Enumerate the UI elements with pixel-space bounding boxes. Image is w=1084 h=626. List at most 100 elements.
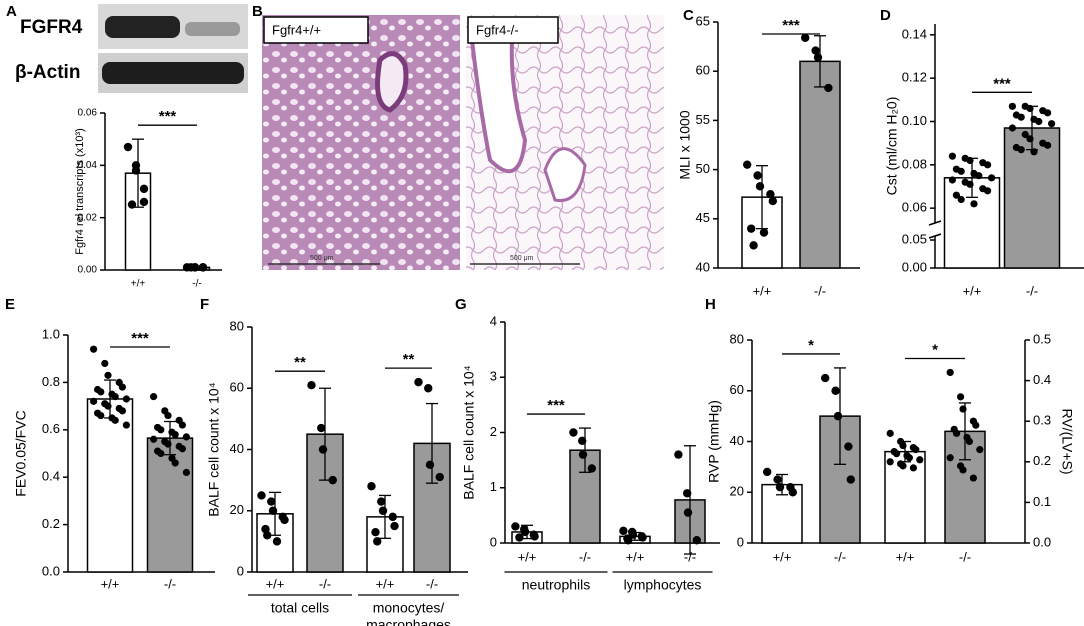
significance-label: *** — [547, 397, 565, 414]
label-box — [467, 16, 559, 44]
x-tick-label: +/+ — [131, 279, 146, 290]
data-point — [1035, 117, 1043, 126]
x-tick-label: -/- — [959, 549, 971, 564]
data-point — [1008, 102, 1017, 110]
panel-letter: D — [880, 7, 891, 24]
scale-label: 500 μm — [510, 255, 534, 262]
data-point — [813, 53, 823, 62]
y-tick-label: 0.1 — [1033, 494, 1051, 509]
data-point — [763, 467, 772, 477]
data-point — [317, 423, 326, 433]
data-point — [948, 176, 957, 184]
data-point — [268, 506, 278, 515]
data-point — [952, 191, 961, 199]
data-point — [267, 497, 276, 506]
data-point — [953, 429, 961, 437]
y-tick-label: 0.00 — [902, 259, 927, 274]
data-point — [118, 407, 126, 415]
y-tick-label: 65 — [696, 13, 710, 28]
y-tick-label: 0.5 — [1033, 331, 1051, 346]
y-tick-label: 20 — [230, 502, 244, 517]
axis-break — [928, 233, 942, 239]
y-tick-label: 3 — [490, 369, 497, 384]
data-point — [683, 508, 693, 517]
data-point — [893, 450, 901, 458]
data-point — [833, 411, 843, 421]
data-point — [182, 433, 190, 441]
y-tick-label: 0.6 — [42, 421, 60, 436]
data-point — [511, 522, 520, 531]
data-point — [377, 497, 386, 506]
y-tick-label: 0 — [237, 563, 244, 578]
x-tick-label: -/- — [684, 549, 696, 564]
data-point — [318, 445, 328, 454]
micrograph-label: Fgfr4+/+ — [272, 22, 321, 37]
data-point — [957, 195, 965, 204]
data-point — [388, 512, 397, 522]
panel-letter: A — [6, 3, 17, 20]
y-tick-label: 0.2 — [42, 516, 60, 531]
y-tick-label: 0.00 — [78, 265, 98, 276]
data-point — [683, 489, 692, 498]
x-tick-label: +/+ — [376, 576, 395, 591]
scale-label: 500 μm — [310, 255, 334, 262]
data-point — [371, 527, 380, 537]
y-tick-label: 0.04 — [78, 160, 98, 171]
y-tick-label: 60 — [730, 382, 744, 397]
data-point — [1044, 109, 1052, 117]
y-tick-label: 80 — [230, 318, 244, 333]
data-point — [171, 430, 179, 439]
panel-letter: G — [455, 296, 467, 313]
data-point — [198, 263, 208, 272]
data-point — [969, 474, 978, 482]
data-point — [178, 445, 186, 453]
data-point — [515, 533, 524, 542]
y-tick-label: 0.10 — [902, 113, 927, 128]
data-point — [569, 428, 578, 437]
data-point — [378, 506, 388, 515]
data-point — [1030, 148, 1038, 156]
data-point — [1008, 124, 1017, 132]
y-tick-label: 1.0 — [42, 326, 60, 341]
significance-label: ** — [294, 354, 306, 371]
data-point — [1048, 120, 1056, 128]
data-point — [127, 200, 137, 209]
x-tick-label: -/- — [1026, 283, 1038, 298]
y-axis-label: FEV0.05/FVC — [13, 410, 29, 496]
significance-label: * — [808, 337, 814, 354]
x-tick-label: +/+ — [753, 283, 772, 298]
blot-band — [105, 16, 180, 38]
data-point — [912, 446, 920, 454]
panel-letter: F — [200, 296, 209, 313]
y-tick-label: 40 — [730, 433, 744, 448]
data-point — [768, 196, 777, 206]
data-point — [753, 171, 762, 180]
data-point — [150, 393, 158, 401]
panel-letter: E — [5, 296, 15, 313]
x-tick-label: -/- — [579, 549, 591, 564]
y-tick-label: 4 — [490, 313, 497, 328]
x-tick-label: -/- — [164, 576, 176, 591]
y-tick-label: 0.05 — [902, 231, 927, 246]
y-tick-label: 0.14 — [902, 26, 927, 41]
data-point — [801, 33, 810, 42]
y2-axis-label: RV/(LV+S) — [1059, 408, 1075, 474]
significance-label: *** — [782, 17, 800, 34]
data-point — [824, 83, 833, 93]
data-point — [171, 459, 179, 467]
data-point — [975, 172, 983, 180]
data-point — [90, 397, 98, 405]
data-point — [182, 468, 190, 477]
data-point — [619, 526, 628, 536]
y-tick-label: 0.2 — [1033, 453, 1051, 468]
data-point — [328, 475, 337, 485]
data-point — [111, 393, 119, 401]
data-point — [905, 454, 914, 462]
panel-letter: H — [705, 296, 716, 313]
data-point — [759, 228, 769, 237]
panel-letter: C — [683, 7, 694, 24]
data-point — [948, 152, 957, 160]
data-point — [157, 449, 165, 458]
y-tick-label: 0.4 — [1033, 372, 1051, 387]
data-point — [157, 426, 165, 434]
